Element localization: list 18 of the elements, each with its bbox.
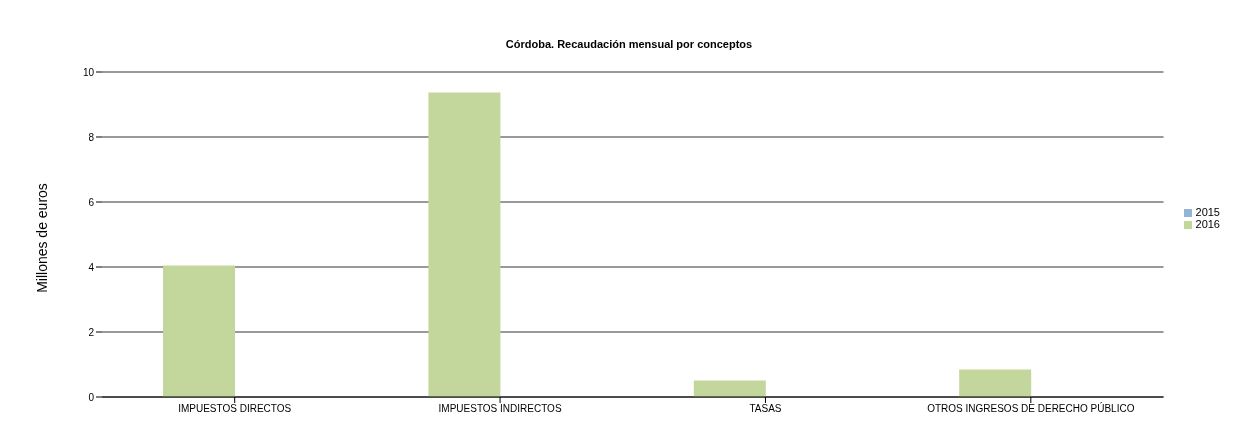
- bar: [693, 380, 766, 397]
- y-tick-label: 10: [82, 66, 95, 78]
- legend-label: 2015: [1195, 205, 1220, 218]
- chart-title: Córdoba. Recaudación mensual por conceptos: [504, 38, 754, 50]
- bar: [428, 92, 501, 397]
- y-tick-label: 4: [88, 261, 95, 273]
- x-tick-label: TASAS: [749, 403, 782, 415]
- x-tick-label: IMPUESTOS INDIRECTOS: [438, 403, 562, 415]
- y-tick-label: 6: [88, 196, 95, 208]
- y-tick-label: 2: [88, 326, 95, 338]
- legend-label: 2016: [1195, 217, 1220, 230]
- bar: [163, 265, 236, 397]
- y-tick-label: 0: [88, 391, 95, 403]
- x-tick-label: OTROS INGRESOS DE DERECHO PÚBLICO: [927, 402, 1135, 415]
- y-tick-label: 8: [88, 131, 95, 143]
- bar: [959, 369, 1032, 397]
- x-tick-label: IMPUESTOS DIRECTOS: [178, 403, 292, 415]
- y-axis-title: Millones de euros: [34, 183, 50, 293]
